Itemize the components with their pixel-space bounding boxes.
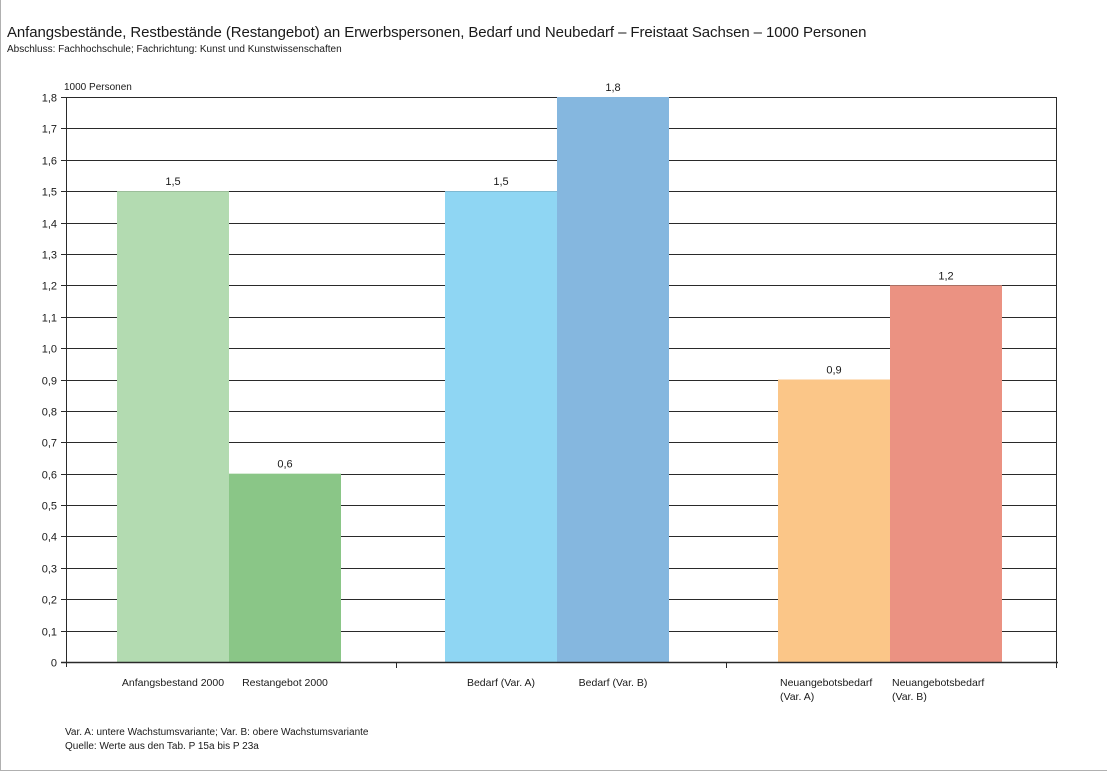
y-tick-label: 0,4: [42, 532, 57, 544]
y-tick-label: 0,3: [42, 564, 57, 576]
y-tick-labels: 0 0,1 0,2 0,3 0,4 0,5 0,6 0,7 0,8 0,9 1,0 1,1 1,2 1,3…: [42, 93, 57, 670]
bar-value-label: 0,6: [277, 459, 292, 471]
x-tick-label: Bedarf (Var. A): [467, 677, 535, 689]
bar-value-label: 1,5: [493, 176, 508, 188]
bar-value-label: 0,9: [826, 365, 841, 377]
x-tick-label: Anfangsbestand 2000: [122, 677, 224, 689]
axes: [61, 97, 1058, 668]
x-tick-label: Restangebot 2000: [242, 677, 328, 689]
y-tick-label: 0,5: [42, 501, 57, 513]
bar: [445, 191, 557, 662]
y-tick-label: 0,2: [42, 595, 57, 607]
y-tick-label: 0,7: [42, 438, 57, 450]
bar-value-label: 1,2: [938, 270, 953, 282]
y-tick-label: 0,9: [42, 376, 57, 388]
y-tick-label: 0: [51, 658, 57, 670]
chart-title: Anfangsbestände, Restbestände (Restangeb…: [7, 24, 867, 41]
bars: [117, 97, 1002, 662]
y-tick-label: 1,2: [42, 281, 57, 293]
chart-subtitle: Abschluss: Fachhochschule; Fachrichtung:…: [7, 44, 342, 55]
bar-value-label: 1,8: [605, 82, 620, 94]
y-tick-label: 1,7: [42, 124, 57, 136]
y-tick-label: 1,5: [42, 187, 57, 199]
bar: [778, 379, 890, 662]
bar: [557, 97, 669, 662]
footnote-variants: Var. A: untere Wachstumsvariante; Var. B…: [65, 727, 369, 738]
y-tick-label: 1,1: [42, 313, 57, 325]
value-labels: 1,5 0,6 1,5 1,8 0,9 1,2: [165, 82, 953, 471]
y-tick-label: 0,6: [42, 470, 57, 482]
y-tick-label: 0,1: [42, 627, 57, 639]
bar: [890, 285, 1002, 662]
x-tick-label: Neuangebotsbedarf: [780, 677, 872, 689]
bar: [117, 191, 229, 662]
x-tick-labels: Anfangsbestand 2000 Restangebot 2000 Bedar…: [122, 677, 984, 703]
y-tick-label: 0,8: [42, 407, 57, 419]
y-tick-label: 1,8: [42, 93, 57, 105]
y-tick-label: 1,3: [42, 250, 57, 262]
bar-value-label: 1,5: [165, 176, 180, 188]
x-tick-label: Bedarf (Var. B): [579, 677, 648, 689]
y-tick-label: 1,6: [42, 156, 57, 168]
y-tick-label: 1,4: [42, 219, 57, 231]
x-tick-label: (Var. B): [892, 691, 927, 703]
footnote-source: Quelle: Werte aus den Tab. P 15a bis P 2…: [65, 741, 259, 752]
x-tick-label: Neuangebotsbedarf: [892, 677, 984, 689]
bar: [229, 473, 341, 662]
y-tick-label: 1,0: [42, 344, 57, 356]
x-tick-label: (Var. A): [780, 691, 814, 703]
y-axis-unit-label: 1000 Personen: [64, 82, 132, 93]
